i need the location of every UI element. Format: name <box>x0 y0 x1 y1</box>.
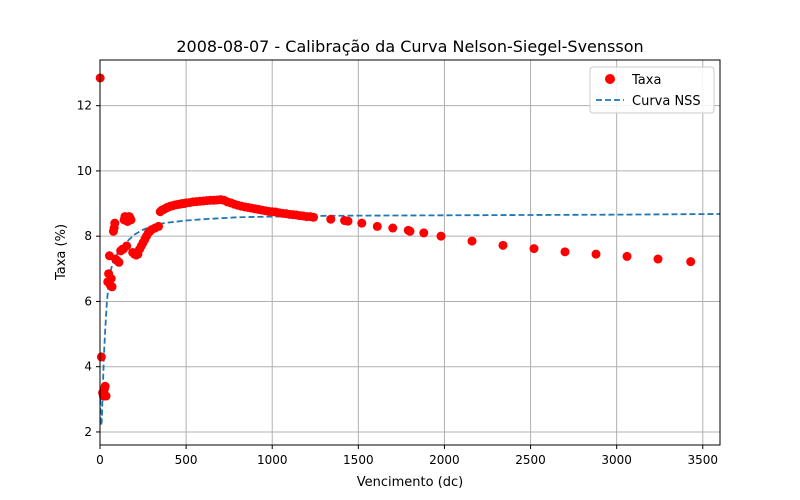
taxa-point <box>309 212 319 222</box>
taxa-point <box>107 282 117 292</box>
x-tick-label: 3500 <box>688 453 719 467</box>
chart-title: 2008-08-07 - Calibração da Curva Nelson-… <box>176 37 643 56</box>
taxa-point <box>122 241 132 251</box>
y-tick-label: 8 <box>84 229 92 243</box>
y-tick-label: 10 <box>77 164 92 178</box>
y-tick-label: 4 <box>84 360 92 374</box>
scatter-layer <box>95 73 696 401</box>
taxa-point <box>560 247 570 257</box>
taxa-point <box>388 223 398 233</box>
taxa-point <box>529 244 539 254</box>
x-tick-label: 1500 <box>343 453 374 467</box>
y-axis-label: Taxa (%) <box>54 224 69 281</box>
x-tick-label: 2000 <box>429 453 460 467</box>
taxa-point <box>405 226 415 236</box>
taxa-point <box>326 214 336 224</box>
y-tick-label: 2 <box>84 425 92 439</box>
x-tick-label: 1000 <box>257 453 288 467</box>
x-axis-ticks: 0 500 1000 1500 2000 2500 3000 3500 <box>96 445 718 467</box>
x-tick-label: 0 <box>96 453 104 467</box>
taxa-point <box>106 274 116 284</box>
legend-marker-taxa <box>605 74 615 84</box>
taxa-point <box>100 381 110 391</box>
plot-frame <box>99 59 721 446</box>
y-tick-label: 12 <box>77 99 92 113</box>
taxa-point <box>686 257 696 267</box>
taxa-point <box>436 231 446 241</box>
taxa-point <box>498 240 508 250</box>
x-axis-label: Vencimento (dc) <box>357 475 464 490</box>
x-tick-label: 3000 <box>601 453 632 467</box>
taxa-point <box>96 352 106 362</box>
taxa-point <box>372 221 382 231</box>
legend-label-taxa: Taxa <box>631 73 661 88</box>
taxa-point <box>357 218 367 228</box>
grid-lines <box>99 60 720 445</box>
y-tick-label: 6 <box>84 294 92 308</box>
taxa-point <box>419 228 429 238</box>
x-tick-label: 2500 <box>515 453 546 467</box>
taxa-point <box>154 221 164 231</box>
taxa-point <box>622 251 632 261</box>
x-tick-label: 500 <box>175 453 198 467</box>
taxa-point <box>591 249 601 259</box>
y-axis-ticks: 2 4 6 8 10 12 <box>77 99 100 439</box>
legend-box <box>589 66 715 114</box>
legend: Taxa Curva NSS <box>589 66 715 114</box>
taxa-point <box>110 218 120 228</box>
taxa-point <box>101 391 111 401</box>
legend-label-curva-nss: Curva NSS <box>632 94 701 109</box>
taxa-point <box>653 254 663 264</box>
taxa-point <box>343 216 353 226</box>
taxa-point <box>467 236 477 246</box>
taxa-point <box>114 257 124 267</box>
taxa-point <box>126 215 136 225</box>
